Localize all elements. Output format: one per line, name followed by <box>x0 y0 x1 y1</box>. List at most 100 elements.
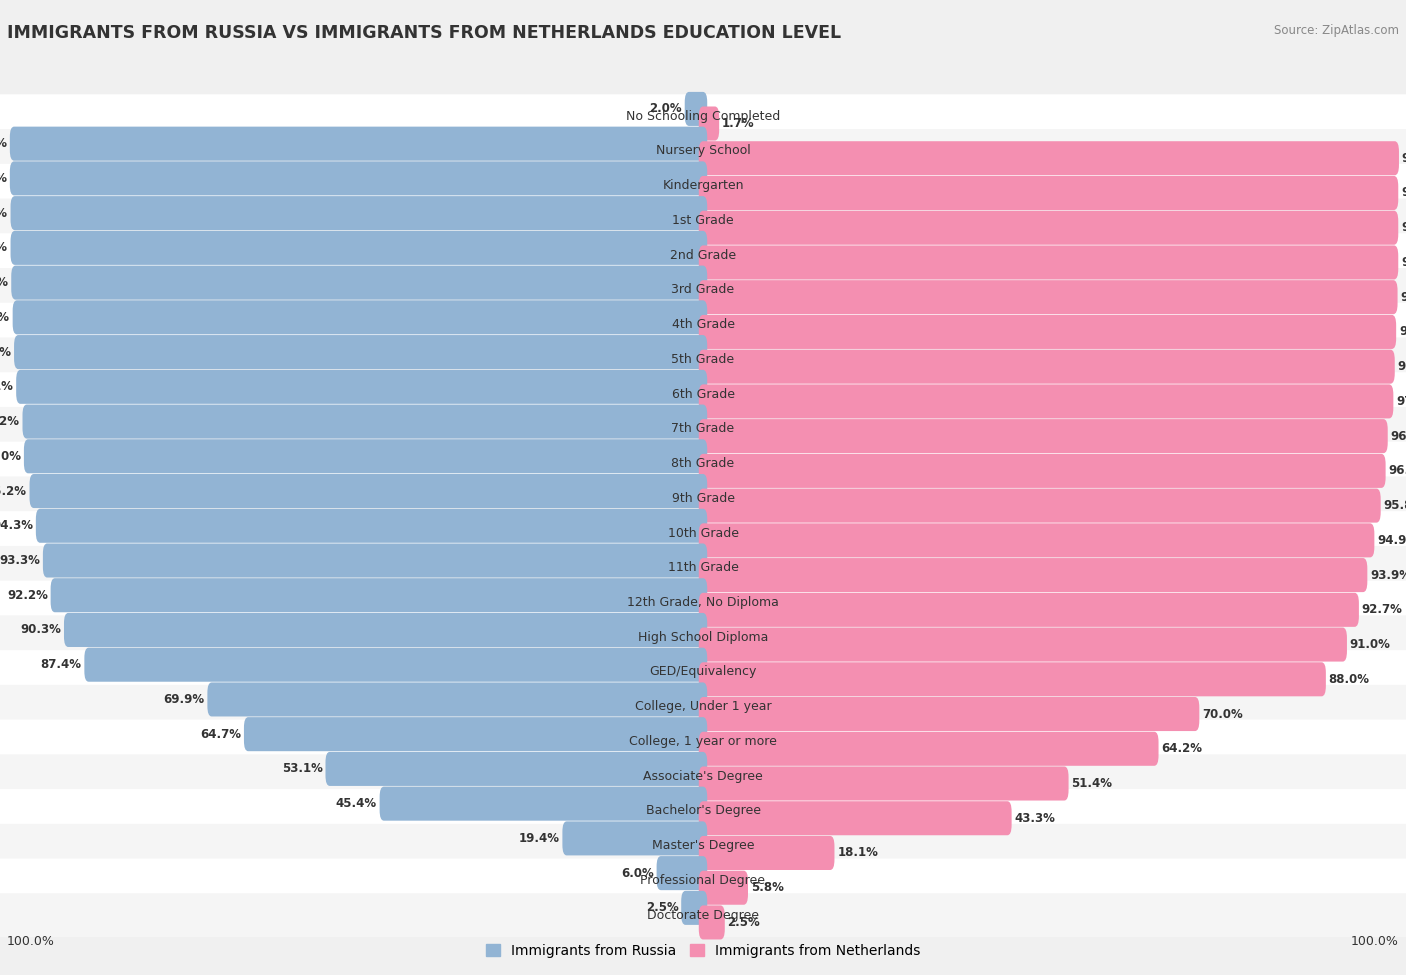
Text: 98.0%: 98.0% <box>1399 326 1406 338</box>
Text: 19.4%: 19.4% <box>519 832 560 845</box>
Text: 12th Grade, No Diploma: 12th Grade, No Diploma <box>627 596 779 609</box>
FancyBboxPatch shape <box>699 662 1326 696</box>
FancyBboxPatch shape <box>699 697 1199 731</box>
FancyBboxPatch shape <box>17 370 707 404</box>
FancyBboxPatch shape <box>699 524 1375 558</box>
Text: 1.7%: 1.7% <box>723 117 755 130</box>
FancyBboxPatch shape <box>699 211 1398 245</box>
Text: 96.5%: 96.5% <box>1389 464 1406 478</box>
FancyBboxPatch shape <box>0 893 1406 937</box>
Text: Professional Degree: Professional Degree <box>641 874 765 887</box>
FancyBboxPatch shape <box>699 732 1159 765</box>
Text: 92.2%: 92.2% <box>7 589 48 602</box>
FancyBboxPatch shape <box>699 453 1386 488</box>
Text: 45.4%: 45.4% <box>336 798 377 810</box>
Text: 97.8%: 97.8% <box>1398 360 1406 373</box>
Text: 96.0%: 96.0% <box>0 449 21 463</box>
Text: 6.0%: 6.0% <box>621 867 654 879</box>
FancyBboxPatch shape <box>699 106 720 140</box>
Text: 97.4%: 97.4% <box>0 345 11 359</box>
FancyBboxPatch shape <box>84 647 707 682</box>
Text: College, Under 1 year: College, Under 1 year <box>634 700 772 714</box>
Text: 64.2%: 64.2% <box>1161 742 1202 756</box>
Text: 88.0%: 88.0% <box>1329 673 1369 685</box>
Text: 92.7%: 92.7% <box>1361 604 1403 616</box>
FancyBboxPatch shape <box>24 440 707 473</box>
Text: 2.5%: 2.5% <box>645 901 678 915</box>
Text: 87.4%: 87.4% <box>41 658 82 671</box>
Text: Doctorate Degree: Doctorate Degree <box>647 909 759 921</box>
Text: 98.3%: 98.3% <box>1402 221 1406 234</box>
FancyBboxPatch shape <box>37 509 707 543</box>
FancyBboxPatch shape <box>10 231 707 265</box>
Text: 97.9%: 97.9% <box>0 207 7 219</box>
FancyBboxPatch shape <box>699 315 1396 349</box>
Text: 4th Grade: 4th Grade <box>672 318 734 332</box>
Text: 9th Grade: 9th Grade <box>672 491 734 505</box>
FancyBboxPatch shape <box>44 543 707 577</box>
Text: 98.0%: 98.0% <box>0 137 7 150</box>
Text: 11th Grade: 11th Grade <box>668 562 738 574</box>
Text: 96.2%: 96.2% <box>0 415 20 428</box>
FancyBboxPatch shape <box>699 836 835 870</box>
FancyBboxPatch shape <box>699 176 1398 210</box>
Text: 6th Grade: 6th Grade <box>672 388 734 401</box>
Text: Bachelor's Degree: Bachelor's Degree <box>645 804 761 817</box>
FancyBboxPatch shape <box>0 164 1406 208</box>
FancyBboxPatch shape <box>0 511 1406 555</box>
FancyBboxPatch shape <box>682 891 707 925</box>
Text: 69.9%: 69.9% <box>163 693 205 706</box>
Text: 70.0%: 70.0% <box>1202 708 1243 721</box>
FancyBboxPatch shape <box>0 268 1406 312</box>
FancyBboxPatch shape <box>10 162 707 195</box>
Text: 96.8%: 96.8% <box>1391 430 1406 443</box>
Text: 51.4%: 51.4% <box>1071 777 1112 790</box>
Text: 97.1%: 97.1% <box>0 380 14 393</box>
FancyBboxPatch shape <box>699 801 1012 836</box>
FancyBboxPatch shape <box>245 718 707 751</box>
FancyBboxPatch shape <box>699 766 1069 800</box>
Text: 94.3%: 94.3% <box>0 520 34 532</box>
FancyBboxPatch shape <box>699 593 1360 627</box>
Text: 98.0%: 98.0% <box>0 172 7 185</box>
Text: Master's Degree: Master's Degree <box>652 839 754 852</box>
FancyBboxPatch shape <box>208 682 707 717</box>
FancyBboxPatch shape <box>0 824 1406 868</box>
FancyBboxPatch shape <box>699 488 1381 523</box>
Text: Associate's Degree: Associate's Degree <box>643 769 763 783</box>
FancyBboxPatch shape <box>699 350 1395 384</box>
FancyBboxPatch shape <box>699 141 1399 176</box>
Text: 97.6%: 97.6% <box>0 311 10 324</box>
Text: 5.8%: 5.8% <box>751 881 783 894</box>
FancyBboxPatch shape <box>0 650 1406 694</box>
Text: 3rd Grade: 3rd Grade <box>672 284 734 296</box>
Text: 98.2%: 98.2% <box>1400 291 1406 303</box>
Text: 1st Grade: 1st Grade <box>672 214 734 227</box>
FancyBboxPatch shape <box>0 789 1406 833</box>
FancyBboxPatch shape <box>0 129 1406 173</box>
Text: Nursery School: Nursery School <box>655 144 751 157</box>
Text: No Schooling Completed: No Schooling Completed <box>626 110 780 123</box>
Text: 64.7%: 64.7% <box>200 727 242 741</box>
Text: 97.6%: 97.6% <box>1396 395 1406 408</box>
Text: 97.8%: 97.8% <box>0 276 8 290</box>
FancyBboxPatch shape <box>0 720 1406 763</box>
FancyBboxPatch shape <box>10 127 707 161</box>
FancyBboxPatch shape <box>380 787 707 821</box>
FancyBboxPatch shape <box>699 558 1367 592</box>
FancyBboxPatch shape <box>11 265 707 299</box>
Text: 98.3%: 98.3% <box>1402 256 1406 269</box>
Text: 97.9%: 97.9% <box>0 242 7 254</box>
FancyBboxPatch shape <box>562 821 707 855</box>
Text: 95.2%: 95.2% <box>0 485 27 497</box>
Text: 95.8%: 95.8% <box>1384 499 1406 512</box>
Text: 98.4%: 98.4% <box>1402 152 1406 165</box>
FancyBboxPatch shape <box>0 372 1406 416</box>
FancyBboxPatch shape <box>699 871 748 905</box>
FancyBboxPatch shape <box>0 337 1406 381</box>
FancyBboxPatch shape <box>699 419 1388 453</box>
Text: Source: ZipAtlas.com: Source: ZipAtlas.com <box>1274 24 1399 37</box>
FancyBboxPatch shape <box>699 906 725 940</box>
FancyBboxPatch shape <box>0 233 1406 277</box>
Text: 91.0%: 91.0% <box>1350 638 1391 651</box>
